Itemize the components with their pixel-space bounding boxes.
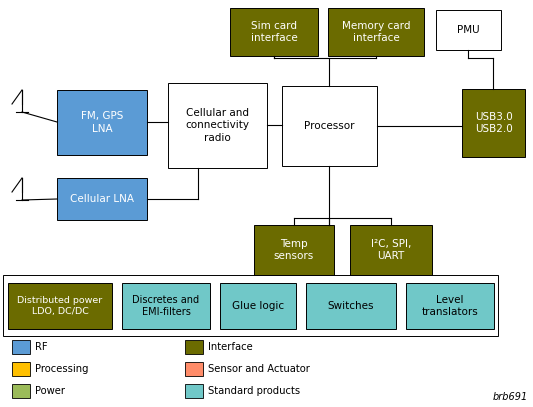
FancyBboxPatch shape <box>185 340 203 354</box>
FancyBboxPatch shape <box>282 86 377 166</box>
Text: Distributed power
LDO, DC/DC: Distributed power LDO, DC/DC <box>18 296 103 316</box>
Text: Processing: Processing <box>35 364 88 374</box>
Text: Interface: Interface <box>208 342 253 352</box>
FancyBboxPatch shape <box>254 225 334 275</box>
FancyBboxPatch shape <box>306 283 396 329</box>
FancyBboxPatch shape <box>12 384 30 398</box>
Text: Switches: Switches <box>328 301 374 311</box>
FancyBboxPatch shape <box>12 362 30 376</box>
FancyBboxPatch shape <box>185 362 203 376</box>
Text: Discretes and
EMI-filters: Discretes and EMI-filters <box>132 295 199 317</box>
Text: I²C, SPI,
UART: I²C, SPI, UART <box>371 239 411 261</box>
Text: Glue logic: Glue logic <box>232 301 284 311</box>
Text: Cellular LNA: Cellular LNA <box>70 194 134 204</box>
FancyBboxPatch shape <box>185 384 203 398</box>
FancyBboxPatch shape <box>168 83 267 168</box>
FancyBboxPatch shape <box>462 89 525 157</box>
Text: Processor: Processor <box>304 121 355 131</box>
Text: Level
translators: Level translators <box>422 295 479 317</box>
Text: Standard products: Standard products <box>208 386 300 396</box>
Text: Power: Power <box>35 386 65 396</box>
Text: Cellular and
connectivity
radio: Cellular and connectivity radio <box>185 108 249 143</box>
FancyBboxPatch shape <box>12 340 30 354</box>
FancyBboxPatch shape <box>350 225 432 275</box>
Text: USB3.0
USB2.0: USB3.0 USB2.0 <box>474 112 512 134</box>
FancyBboxPatch shape <box>8 283 112 329</box>
Text: FM, GPS
LNA: FM, GPS LNA <box>81 111 123 134</box>
Text: Temp
sensors: Temp sensors <box>274 239 314 261</box>
FancyBboxPatch shape <box>57 178 147 220</box>
FancyBboxPatch shape <box>122 283 210 329</box>
Text: Memory card
interface: Memory card interface <box>342 21 410 43</box>
Text: RF: RF <box>35 342 47 352</box>
FancyBboxPatch shape <box>406 283 494 329</box>
FancyBboxPatch shape <box>230 8 318 56</box>
FancyBboxPatch shape <box>220 283 296 329</box>
Text: PMU: PMU <box>457 25 480 35</box>
FancyBboxPatch shape <box>328 8 424 56</box>
Text: Sim card
interface: Sim card interface <box>251 21 297 43</box>
Text: Sensor and Actuator: Sensor and Actuator <box>208 364 310 374</box>
Text: brb691: brb691 <box>492 392 528 402</box>
FancyBboxPatch shape <box>436 10 501 50</box>
FancyBboxPatch shape <box>57 90 147 155</box>
